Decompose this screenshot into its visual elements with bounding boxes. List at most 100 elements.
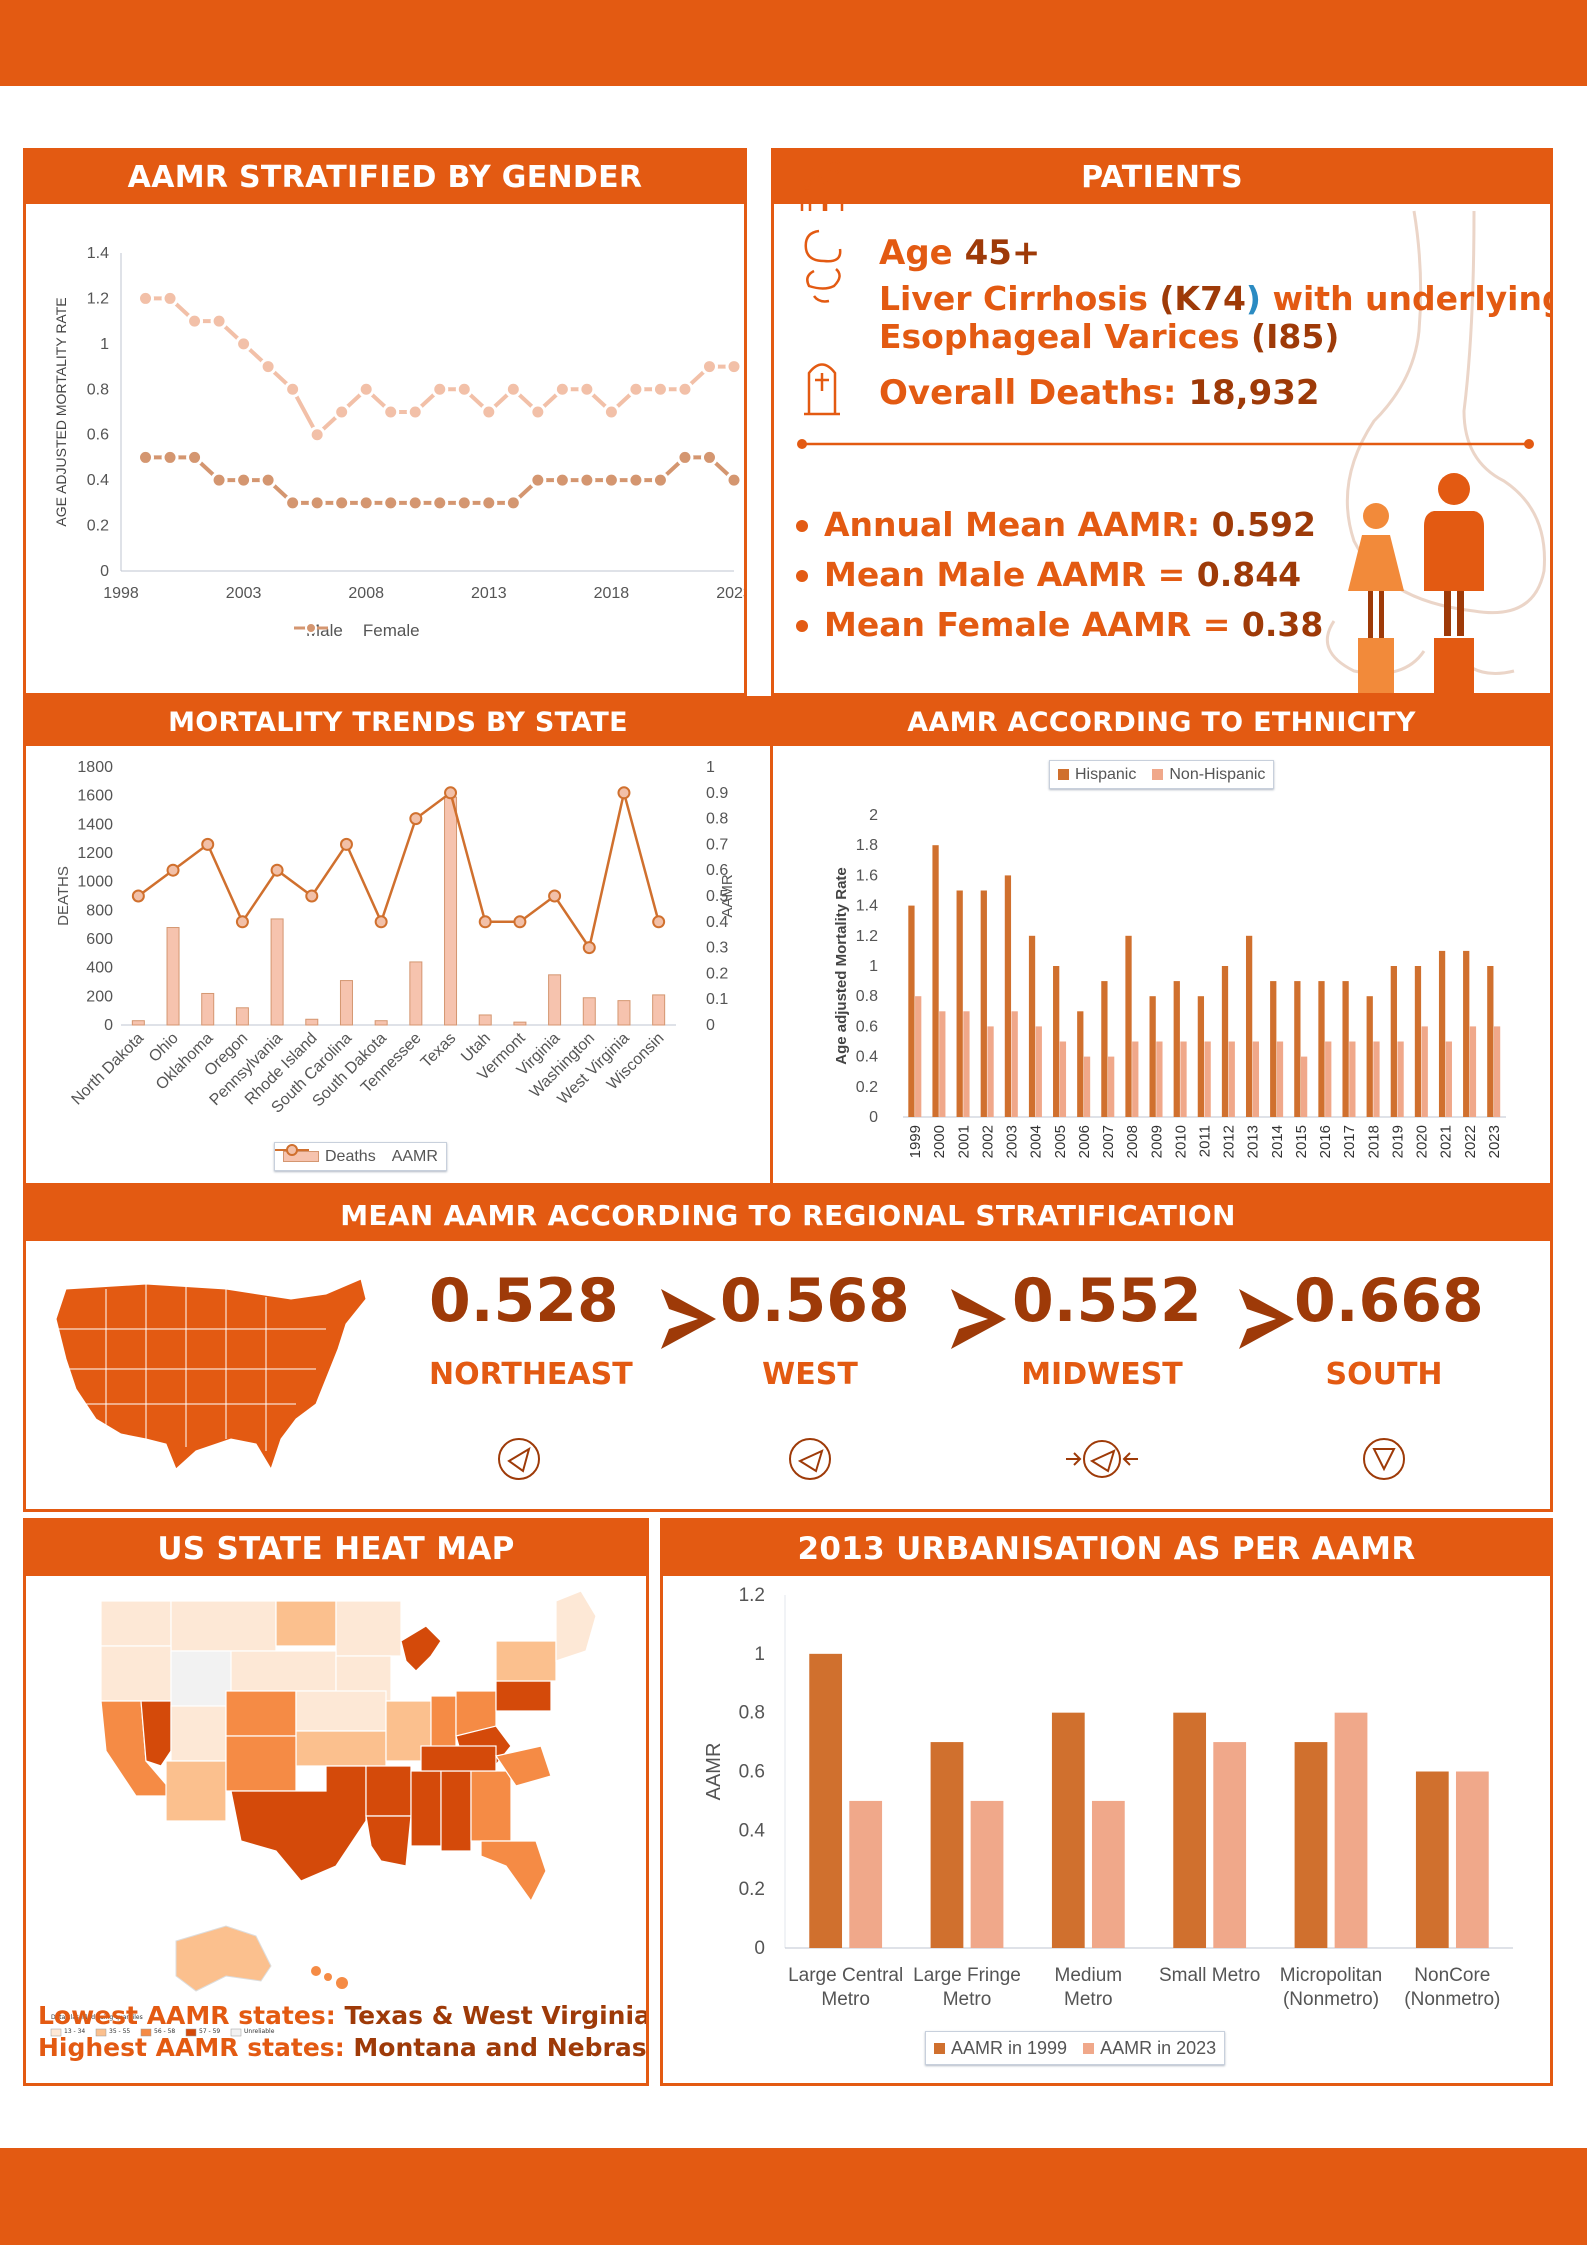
state-aamr-point bbox=[582, 941, 596, 955]
ethnicity-bar-hispanic bbox=[1318, 981, 1325, 1117]
state-combo-chart: 0 200 400 600 800 1000 1200 1400 1600 1800 0 0.1 0.2… bbox=[55, 759, 736, 1117]
gender-x-tick: 1998 bbox=[103, 585, 139, 602]
gender-point-female bbox=[382, 494, 400, 512]
ethnicity-bar-nonhispanic bbox=[1421, 1026, 1428, 1117]
state-y-tick: 1200 bbox=[77, 845, 113, 862]
gender-point-male bbox=[651, 380, 669, 398]
ethnicity-bar-hispanic bbox=[1101, 981, 1108, 1117]
urban-y-tick: 1 bbox=[754, 1644, 765, 1665]
patients-title: PATIENTS bbox=[774, 151, 1550, 204]
urban-y-tick: 0.6 bbox=[739, 1762, 765, 1783]
ethnicity-year-label: 2011 bbox=[1197, 1125, 1214, 1157]
gender-x-tick: 2003 bbox=[226, 585, 262, 602]
stat-female-mean: Mean Female AAMR = 0.38 bbox=[824, 605, 1324, 644]
state-aamr-point bbox=[166, 863, 180, 877]
gender-point-male bbox=[406, 403, 424, 421]
gender-point-female bbox=[504, 494, 522, 512]
state-category-label: Texas bbox=[418, 1030, 460, 1072]
gender-y-tick: 0.2 bbox=[87, 518, 109, 535]
urban-category-label: (Nonmetro) bbox=[1283, 1989, 1379, 2010]
northeast-value: 0.528 bbox=[429, 1266, 619, 1336]
state-deaths-bar bbox=[166, 927, 180, 1026]
gender-point-female bbox=[137, 448, 155, 466]
state-aamr-point bbox=[131, 889, 145, 903]
legend-2023: AAMR in 2023 bbox=[1100, 2037, 1217, 2058]
west-label: WEST bbox=[762, 1357, 858, 1392]
ethnicity-year-label: 2018 bbox=[1365, 1125, 1382, 1158]
ethnicity-bar-nonhispanic bbox=[1373, 1041, 1380, 1117]
ethnicity-bar-hispanic bbox=[1028, 935, 1036, 1117]
gender-point-female bbox=[553, 471, 571, 489]
regional-graphics bbox=[55, 1278, 1405, 1480]
us-region-map-icon bbox=[55, 1278, 367, 1471]
gender-point-female bbox=[455, 494, 473, 512]
alaska-shape bbox=[175, 1925, 272, 1992]
urban-y-label: AAMR bbox=[703, 1743, 725, 1801]
gender-point-male bbox=[210, 312, 228, 330]
urban-category-label: (Nonmetro) bbox=[1404, 1989, 1500, 2010]
ethnicity-year-label: 2015 bbox=[1293, 1125, 1310, 1158]
state-y2-tick: 0.2 bbox=[706, 965, 728, 982]
state-y-tick: 1000 bbox=[77, 874, 113, 891]
ethnicity-bar-nonhispanic bbox=[1132, 1041, 1139, 1117]
condition-line-a: Liver Cirrhosis (K74) with underlying bbox=[879, 279, 1553, 318]
state-y-tick: 800 bbox=[86, 902, 113, 919]
legend-female: Female bbox=[362, 621, 420, 640]
ethnicity-year-label: 2023 bbox=[1486, 1125, 1503, 1158]
state-y-tick: 200 bbox=[86, 988, 113, 1005]
ethnicity-bar-hispanic bbox=[1463, 950, 1470, 1117]
gender-point-female bbox=[284, 494, 302, 512]
ethnicity-bar-nonhispanic bbox=[939, 1011, 946, 1117]
gender-point-male bbox=[455, 380, 473, 398]
urban-y-tick: 0 bbox=[754, 1938, 765, 1959]
gender-point-female bbox=[578, 471, 596, 489]
grave-icon bbox=[804, 363, 840, 416]
state-y2-tick: 0.6 bbox=[706, 862, 728, 879]
ethnicity-bar-hispanic bbox=[1197, 996, 1205, 1117]
arrow-south-icon bbox=[1363, 1438, 1405, 1480]
urban-bar-2023 bbox=[970, 1800, 1004, 1948]
gender-point-male bbox=[284, 380, 302, 398]
urban-bar-2023 bbox=[1334, 1712, 1368, 1948]
state-y-tick: 400 bbox=[86, 960, 113, 977]
gender-point-male bbox=[504, 380, 522, 398]
heatmap-legend-item-1: 13 - 34 bbox=[64, 2028, 86, 2035]
ethnicity-year-label: 2020 bbox=[1414, 1125, 1431, 1158]
gender-point-female bbox=[210, 471, 228, 489]
state-y2-tick: 0.1 bbox=[706, 991, 728, 1008]
region-northeast: 0.528 NORTHEAST bbox=[429, 1266, 633, 1392]
ethnicity-year-label: 2006 bbox=[1076, 1125, 1093, 1158]
northeast-label: NORTHEAST bbox=[429, 1357, 633, 1392]
ethnicity-bar-hispanic bbox=[980, 890, 987, 1117]
urban-bar-2023 bbox=[849, 1800, 883, 1948]
gender-point-male bbox=[725, 358, 743, 376]
ethnicity-bar-hispanic bbox=[1004, 875, 1012, 1117]
ethnicity-y-tick: 2 bbox=[869, 807, 878, 824]
state-y-tick: 0 bbox=[104, 1017, 113, 1034]
ethnicity-bar-hispanic bbox=[1270, 981, 1277, 1117]
ethnicity-year-label: 2001 bbox=[955, 1125, 972, 1158]
state-deaths-bar bbox=[374, 1020, 388, 1026]
urban-bar-2023 bbox=[1091, 1800, 1125, 1948]
gender-point-female bbox=[529, 471, 547, 489]
state-deaths-bar bbox=[652, 994, 666, 1026]
state-deaths-bar bbox=[444, 796, 458, 1026]
ethnicity-bar-hispanic bbox=[1342, 981, 1349, 1117]
ethnicity-bar-nonhispanic bbox=[915, 996, 922, 1117]
ethnicity-year-label: 2007 bbox=[1100, 1125, 1117, 1158]
legend-1999: AAMR in 1999 bbox=[951, 2037, 1068, 2058]
ethnicity-year-label: 2004 bbox=[1028, 1125, 1045, 1158]
state-y2-tick: 0.3 bbox=[706, 940, 728, 957]
family-icon bbox=[800, 159, 844, 211]
urban-bar-1999 bbox=[809, 1653, 843, 1948]
gender-point-female bbox=[431, 494, 449, 512]
urban-category-label: Metro bbox=[1064, 1989, 1113, 2010]
overall-deaths: Overall Deaths: 18,932 bbox=[879, 373, 1320, 413]
ethnicity-bar-hispanic bbox=[1053, 966, 1060, 1117]
legend-aamr: AAMR bbox=[391, 1147, 438, 1165]
urban-bar-1999 bbox=[1415, 1771, 1449, 1948]
gender-point-male bbox=[382, 403, 400, 421]
ethnicity-bar-nonhispanic bbox=[1035, 1026, 1042, 1117]
ethnicity-bar-nonhispanic bbox=[1156, 1041, 1163, 1117]
state-aamr-point bbox=[409, 812, 423, 826]
